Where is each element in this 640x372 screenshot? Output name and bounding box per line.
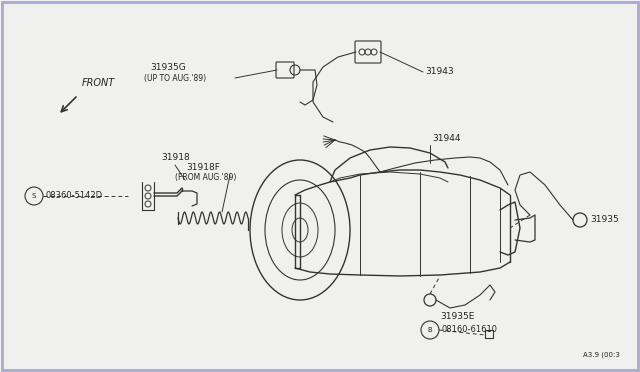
Text: (UP TO AUG.'89): (UP TO AUG.'89)	[144, 74, 206, 83]
Text: (FROM AUG.'89): (FROM AUG.'89)	[175, 173, 236, 182]
Bar	[485, 330, 493, 338]
Text: 31935: 31935	[590, 215, 619, 224]
Text: 31935G: 31935G	[150, 64, 186, 73]
Text: FRONT: FRONT	[82, 78, 115, 88]
Text: 31918F: 31918F	[186, 163, 220, 172]
Text: 31935E: 31935E	[440, 312, 474, 321]
Text: 31943: 31943	[425, 67, 454, 77]
Text: B: B	[428, 327, 433, 333]
Text: 31918: 31918	[162, 153, 190, 162]
Text: A3.9 (00:3: A3.9 (00:3	[583, 352, 620, 358]
Text: 31944: 31944	[432, 134, 461, 143]
Text: S: S	[32, 193, 36, 199]
Text: 08160-61610: 08160-61610	[441, 326, 497, 334]
Text: 08360-5142D: 08360-5142D	[45, 192, 102, 201]
